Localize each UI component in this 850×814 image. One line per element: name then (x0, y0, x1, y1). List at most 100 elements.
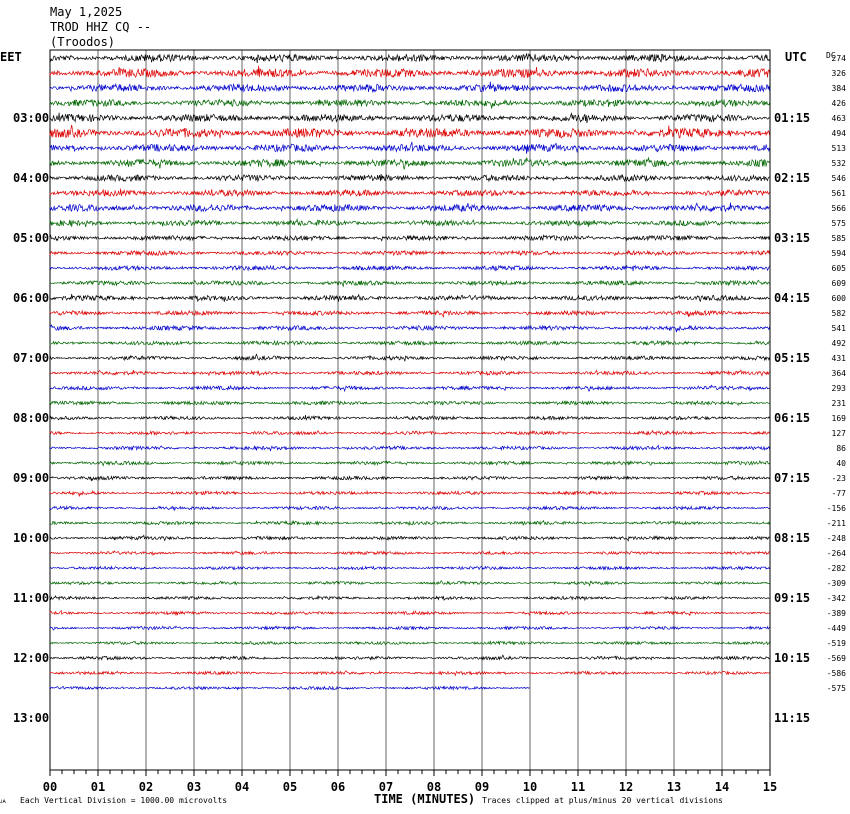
left-hour-label: 09:00 (13, 471, 49, 485)
x-tick-label: 15 (763, 780, 777, 794)
left-hour-labels: 03:00 04:00 05:00 06:00 07:00 08:00 09:00 10:00… (13, 111, 49, 725)
seismic-trace (49, 293, 770, 303)
x-tick-label: 06 (331, 780, 345, 794)
seismic-traces (49, 53, 770, 691)
seismic-trace (49, 609, 770, 617)
dc-offset-label: -23 (832, 474, 847, 483)
seismic-trace (49, 475, 770, 482)
station-label: TROD HHZ CQ -- (50, 20, 151, 34)
right-hour-label: 04:15 (774, 291, 810, 305)
seismic-trace (49, 580, 770, 587)
seismic-trace (49, 625, 770, 631)
seismic-trace (49, 249, 770, 257)
dc-offset-label: 364 (832, 369, 847, 378)
dc-offset-label: 127 (832, 429, 847, 438)
seismic-trace (49, 202, 770, 213)
right-hour-label: 02:15 (774, 171, 810, 185)
dc-offset-label: -211 (827, 519, 846, 528)
left-timezone-label: EET (0, 50, 22, 64)
x-tick-label: 05 (283, 780, 297, 794)
dc-offset-label: -586 (827, 669, 846, 678)
dc-offset-label: 566 (832, 204, 847, 213)
seismic-trace (49, 353, 770, 362)
right-hour-labels: 01:15 02:15 03:15 04:15 05:15 06:15 07:15 08:15… (774, 111, 810, 725)
dc-offset-label: -342 (827, 594, 846, 603)
dc-offset-label: 293 (832, 384, 847, 393)
seismic-trace (49, 460, 770, 467)
dc-offset-label: 546 (832, 174, 847, 183)
seismic-trace (49, 65, 770, 79)
dc-offset-label: 169 (832, 414, 847, 423)
seismic-trace (49, 309, 770, 318)
seismic-trace (49, 324, 770, 333)
dc-offset-label: 431 (832, 354, 847, 363)
date-label: May 1,2025 (50, 5, 122, 19)
dc-offset-label: 532 (832, 159, 847, 168)
dc-offset-label: 40 (836, 459, 846, 468)
right-hour-label: 05:15 (774, 351, 810, 365)
x-tick-label: 08 (427, 780, 441, 794)
left-hour-label: 11:00 (13, 591, 49, 605)
seismic-trace (49, 98, 770, 109)
x-axis-title: TIME (MINUTES) (374, 792, 475, 806)
seismic-trace (49, 141, 770, 154)
seismic-trace (49, 279, 770, 287)
dc-offset-label: 585 (832, 234, 847, 243)
left-hour-label: 07:00 (13, 351, 49, 365)
dc-offset-label: 463 (832, 114, 847, 123)
dc-offset-header: DC (826, 51, 836, 60)
seismic-trace (49, 415, 770, 421)
dc-offset-label: 231 (832, 399, 847, 408)
x-tick-label: 10 (523, 780, 537, 794)
dc-offset-label: -389 (827, 609, 846, 618)
clip-note: Traces clipped at plus/minus 20 vertical… (482, 796, 723, 805)
dc-offset-label: 326 (832, 69, 847, 78)
dc-offset-label: 86 (836, 444, 846, 453)
x-tick-label: 11 (571, 780, 585, 794)
corner-mark: ᴊᴀ (0, 798, 6, 805)
seismic-trace (49, 489, 770, 498)
x-tick-label: 02 (139, 780, 153, 794)
seismic-trace (49, 53, 770, 64)
seismic-trace (49, 550, 770, 557)
dc-offset-label: -77 (832, 489, 847, 498)
left-hour-label: 04:00 (13, 171, 49, 185)
seismic-trace (49, 670, 770, 677)
seismic-trace (49, 156, 770, 170)
dc-offset-label: 384 (832, 84, 847, 93)
seismic-trace (49, 565, 770, 571)
right-hour-label: 06:15 (774, 411, 810, 425)
dc-offset-label: 561 (832, 189, 847, 198)
seismic-trace (49, 534, 770, 542)
seismic-trace (49, 217, 770, 228)
seismic-trace (49, 188, 770, 198)
seismic-trace (49, 444, 770, 452)
dc-offset-label: 605 (832, 264, 847, 273)
seismic-trace (49, 685, 530, 691)
seismic-trace (49, 124, 770, 139)
x-tick-label: 00 (43, 780, 57, 794)
right-hour-label: 07:15 (774, 471, 810, 485)
x-tick-label: 13 (667, 780, 681, 794)
x-tick-label: 04 (235, 780, 249, 794)
dc-offset-label: -156 (827, 504, 846, 513)
dc-offset-label: -575 (827, 684, 846, 693)
right-hour-label: 03:15 (774, 231, 810, 245)
dc-offset-label: 426 (832, 99, 847, 108)
left-hour-label: 08:00 (13, 411, 49, 425)
plot-frame (49, 49, 771, 771)
seismic-trace (49, 595, 770, 602)
x-tick-label: 03 (187, 780, 201, 794)
dc-offset-label: 575 (832, 219, 847, 228)
dc-offset-label: 494 (832, 129, 847, 138)
x-tick-label: 07 (379, 780, 393, 794)
dc-offset-label: 609 (832, 279, 847, 288)
dc-offset-label: -519 (827, 639, 846, 648)
right-hour-label: 11:15 (774, 711, 810, 725)
seismic-trace (49, 81, 770, 94)
location-label: (Troodos) (50, 35, 115, 49)
left-hour-label: 13:00 (13, 711, 49, 725)
right-hour-label: 09:15 (774, 591, 810, 605)
minute-gridlines (97, 50, 723, 770)
seismic-trace (49, 339, 770, 347)
